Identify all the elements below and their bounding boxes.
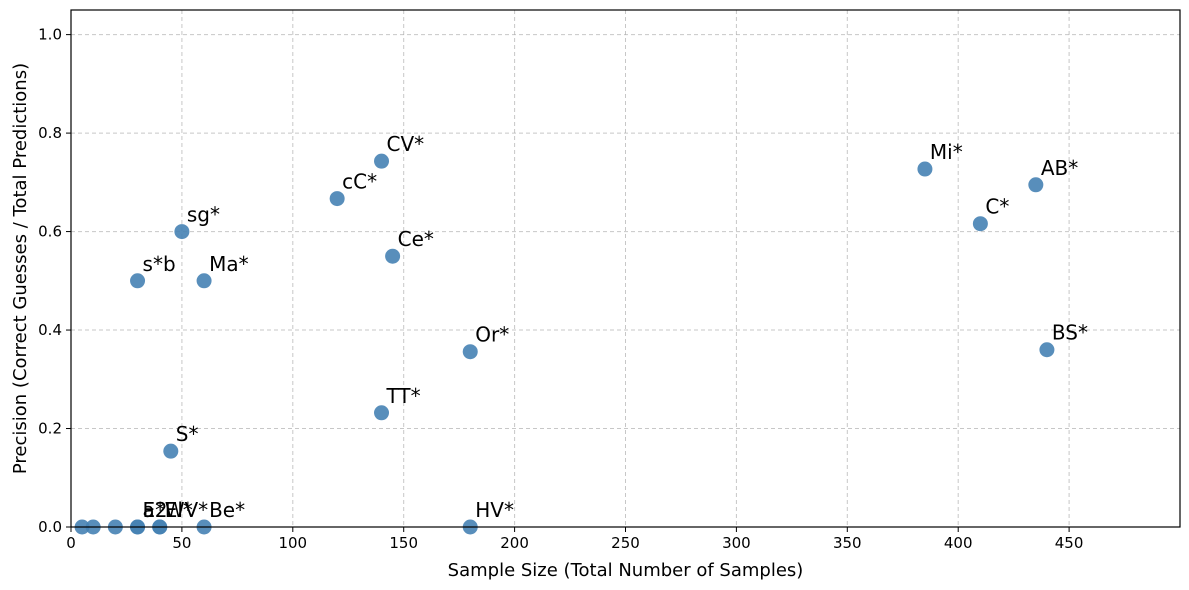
- point-label: Ma*: [209, 252, 249, 276]
- x-tick-label: 100: [278, 534, 307, 552]
- point-label: Or*: [475, 323, 509, 347]
- data-point: [374, 153, 390, 169]
- data-point: [462, 344, 478, 360]
- point-label: BS*: [1052, 321, 1088, 345]
- data-point: [972, 216, 988, 232]
- y-tick-label: 0.8: [38, 124, 62, 142]
- point-label: HV*: [475, 498, 514, 522]
- point-label: WV*: [165, 498, 208, 522]
- point-label: Ce*: [398, 227, 434, 251]
- x-tick-label: 400: [944, 534, 973, 552]
- point-label: Be*: [209, 498, 245, 522]
- x-tick-label: 350: [833, 534, 862, 552]
- x-tick-label: 300: [722, 534, 751, 552]
- point-label: El*: [165, 498, 193, 522]
- point-label: S*: [176, 422, 199, 446]
- data-point: [385, 248, 401, 264]
- point-label: a2: [143, 498, 168, 522]
- point-label: Mi*: [930, 140, 963, 164]
- data-point: [1028, 177, 1044, 193]
- y-axis-label: Precision (Correct Guesses / Total Predi…: [10, 63, 31, 474]
- point-label: AB*: [1041, 156, 1078, 180]
- x-tick-label: 150: [389, 534, 418, 552]
- point-label: TT*: [386, 384, 421, 408]
- point-label: C*: [985, 195, 1009, 219]
- plot-frame: [70, 9, 1181, 528]
- y-tick-label: 0.2: [38, 420, 62, 438]
- x-tick-label: 200: [500, 534, 529, 552]
- y-tick-label: 0.6: [38, 223, 62, 241]
- point-label: s*b: [143, 252, 176, 276]
- data-point: [163, 443, 179, 459]
- x-tick-label: 450: [1055, 534, 1084, 552]
- point-label: cC*: [342, 170, 377, 194]
- grid-lines: [70, 10, 1180, 528]
- data-point: [130, 273, 146, 289]
- point-label: CV*: [387, 132, 425, 156]
- data-point: [174, 224, 190, 240]
- point-label: E*: [143, 498, 166, 522]
- data-point: [374, 405, 390, 421]
- y-tick-label: 0.0: [38, 518, 62, 536]
- data-point: [1039, 342, 1055, 358]
- point-labels: a2E* El*WV* Be* HV* s*b S* sg* Ma* cC* CV* TT* Ce* O…: [143, 132, 1088, 522]
- data-point: [196, 273, 212, 289]
- axis-ticks: 0 50 100 150 200 250 300 350 400 450 0.0 0.2 0.4 0.6 0…: [38, 26, 1083, 552]
- x-axis-label: Sample Size (Total Number of Samples): [448, 560, 804, 581]
- x-tick-label: 250: [611, 534, 640, 552]
- y-tick-label: 0.4: [38, 321, 62, 339]
- data-point: [329, 191, 345, 207]
- x-tick-label: 0: [66, 534, 76, 552]
- point-label: sg*: [187, 203, 220, 227]
- y-tick-label: 1.0: [38, 26, 62, 44]
- x-tick-label: 50: [172, 534, 191, 552]
- data-points: [74, 153, 1055, 535]
- data-point: [917, 161, 933, 177]
